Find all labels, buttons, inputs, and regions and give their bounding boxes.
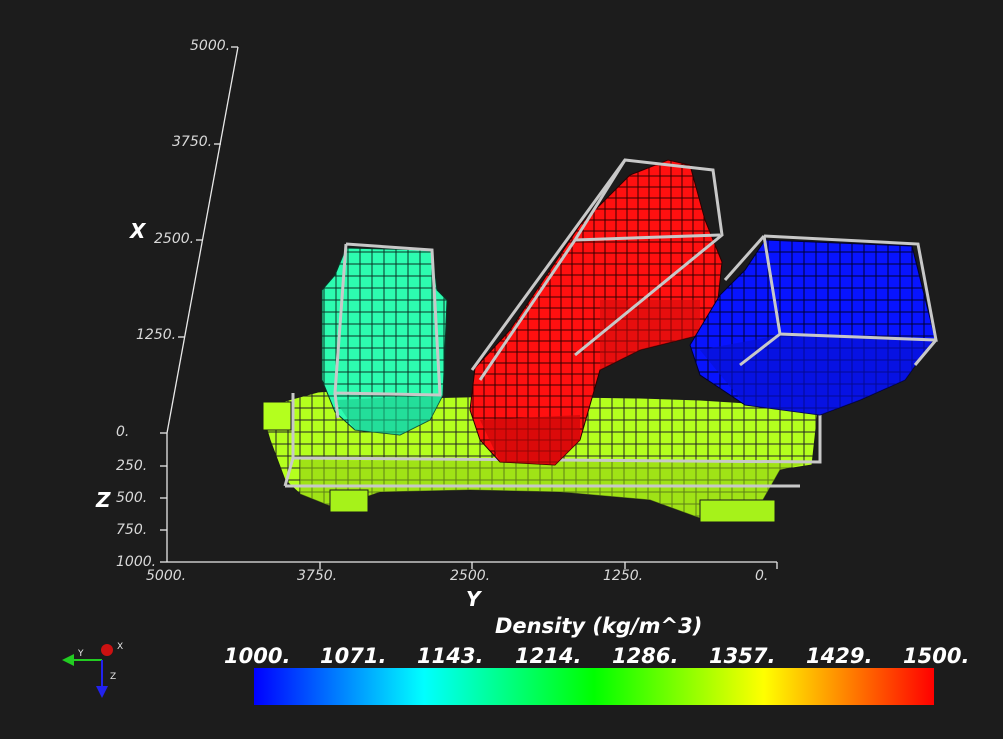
- colorbar-tick-label: 1286.: [612, 644, 679, 668]
- x-tick-label: 1250.: [136, 327, 177, 343]
- colorbar-tick-label: 1429.: [806, 644, 873, 668]
- orientation-widget[interactable]: [62, 644, 113, 698]
- x-axis-title: X: [130, 219, 146, 243]
- colorbar-title: Density (kg/m^3): [495, 614, 703, 638]
- colorbar-tick-label: 1000.: [224, 644, 291, 668]
- y-tick-label: 5000.: [146, 568, 187, 584]
- y-tick-label: 3750.: [297, 568, 338, 584]
- x-tick-label: 5000.: [190, 38, 231, 54]
- z-axis-title: Z: [96, 488, 111, 512]
- colorbar: [254, 668, 934, 705]
- orientation-z-label: Z: [110, 672, 117, 682]
- z-tick-label: 750.: [116, 522, 148, 538]
- blue-body-frame: [723, 234, 938, 367]
- colorbar-tick-label: 1071.: [320, 644, 387, 668]
- z-tick-label: 250.: [116, 458, 148, 474]
- orientation-y-label: Y: [78, 649, 84, 659]
- y-tick-label: 1250.: [603, 568, 644, 584]
- z-tick-label: 1000.: [116, 554, 157, 570]
- x-tick-label: 0.: [116, 424, 130, 440]
- colorbar-tick-label: 1214.: [515, 644, 582, 668]
- x-tick-label: 3750.: [172, 134, 213, 150]
- axis-frame: [160, 46, 778, 569]
- y-tick-label: 2500.: [450, 568, 491, 584]
- teal-body-frame: [333, 242, 442, 419]
- y-axis-title: Y: [466, 587, 481, 611]
- teal-body[interactable]: [321, 247, 448, 436]
- orientation-x-label: X: [117, 642, 124, 652]
- red-body-frame: [470, 158, 724, 381]
- colorbar-tick-label: 1357.: [709, 644, 776, 668]
- colorbar-tick-label: 1500.: [903, 644, 970, 668]
- blue-body[interactable]: [689, 239, 936, 416]
- y-tick-label: 0.: [755, 568, 769, 584]
- colorbar-tick-label: 1143.: [417, 644, 484, 668]
- x-tick-label: 2500.: [154, 231, 195, 247]
- z-tick-label: 500.: [116, 490, 148, 506]
